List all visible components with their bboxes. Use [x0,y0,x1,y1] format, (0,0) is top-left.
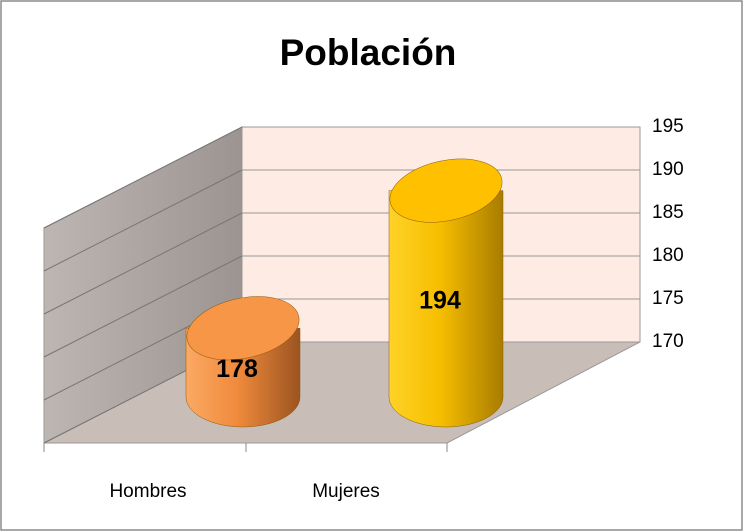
x-tick-label: Mujeres [312,481,380,502]
grid-line [43,255,243,358]
grid-line [43,126,243,229]
bar-top [389,158,503,223]
y-tick-label: 190 [652,159,684,180]
value-label: 194 [419,286,461,314]
y-tick-label: 195 [652,116,684,137]
x-tick-label: Hombres [109,481,186,502]
grid-line [43,169,243,272]
value-label: 178 [216,355,258,383]
y-tick-label: 175 [652,288,684,309]
chart-title: Población [280,32,457,73]
y-tick-label: 180 [652,245,684,266]
bar-body [388,190,504,428]
bar-top [186,296,300,361]
grid-line [43,212,243,315]
y-tick-label: 170 [652,331,684,352]
y-tick-label: 185 [652,202,684,223]
